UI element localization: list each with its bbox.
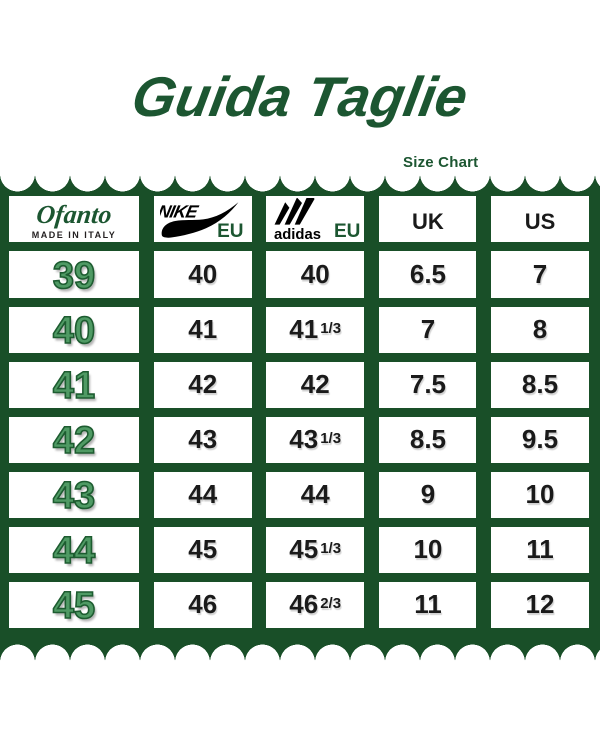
svg-text:NIKE: NIKE (160, 201, 201, 221)
svg-text:adidas: adidas (274, 227, 321, 240)
